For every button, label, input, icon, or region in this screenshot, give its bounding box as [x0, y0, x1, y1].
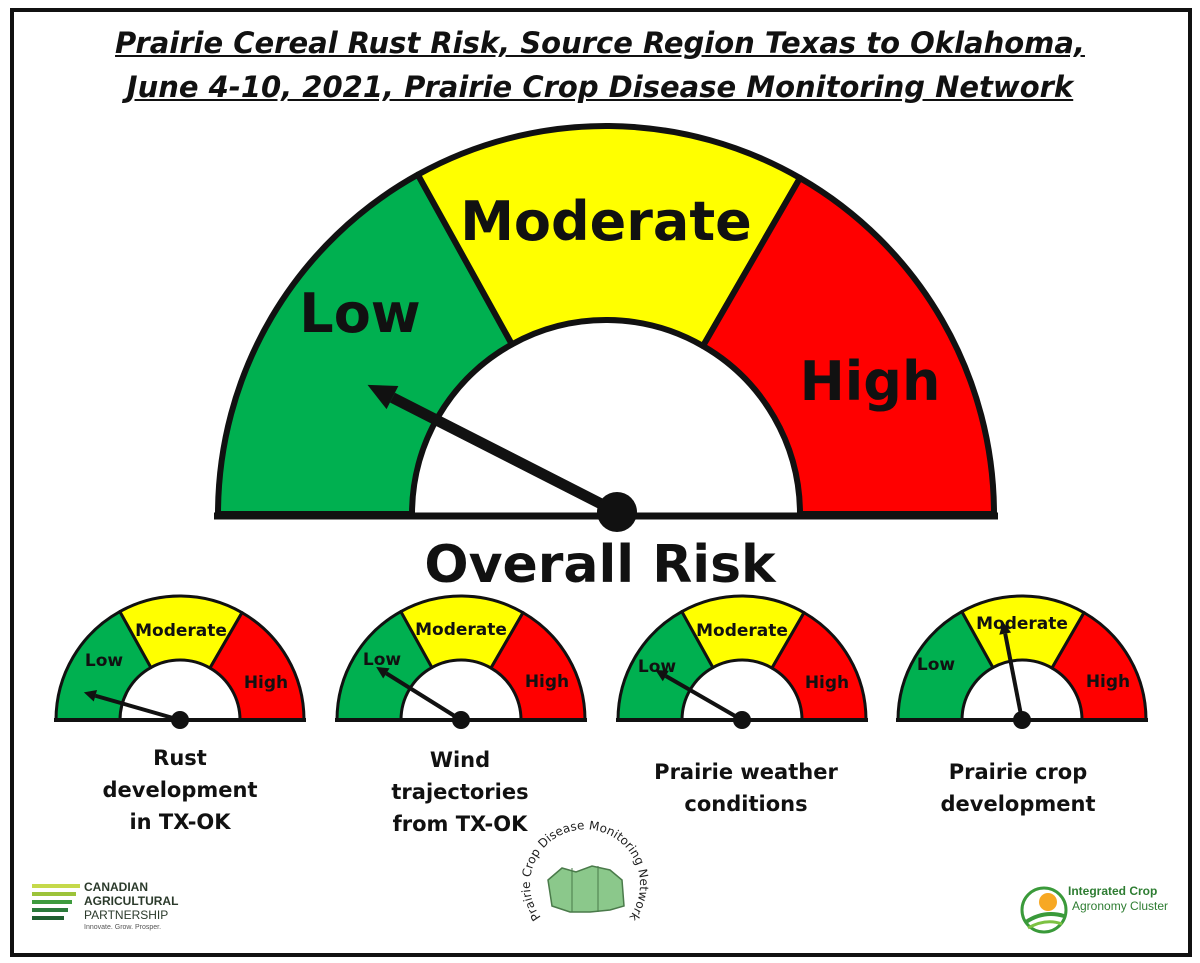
- sub-gauge-moderate-label: Moderate: [696, 621, 788, 641]
- cap-logo-bars: [32, 884, 80, 924]
- caption-line: in TX-OK: [129, 810, 231, 834]
- sub-gauge-pivot: [171, 711, 189, 729]
- sub-gauge-pivot: [452, 711, 470, 729]
- caption-line: Rust: [153, 746, 207, 770]
- sub-gauge-low-label: Low: [917, 655, 956, 675]
- sub-gauge-moderate-label: Moderate: [415, 620, 507, 640]
- sub-gauge-rust: Low Moderate High: [54, 594, 306, 729]
- icac-logo-subtitle: Agronomy Cluster: [1072, 899, 1169, 913]
- sub-gauge-high-label: High: [244, 673, 288, 693]
- sub-gauge-low-zone: [896, 610, 995, 722]
- sub-gauge-needle-arrowhead: [376, 667, 390, 679]
- sub-gauge-needle-arrowhead: [83, 689, 98, 702]
- caption-line: Prairie weather: [654, 760, 838, 784]
- sub-gauge-crop: Low Moderate High: [896, 594, 1148, 729]
- caption-line: Wind: [429, 748, 491, 772]
- sub-gauge-pivot: [1013, 711, 1031, 729]
- sub-gauge-needle-arrowhead: [655, 670, 669, 682]
- caption-prairie-weather: Prairie weather conditions: [636, 756, 856, 820]
- sub-gauge-wind: Low Moderate High: [335, 594, 587, 729]
- main-gauge-needle-arrowhead: [367, 384, 399, 410]
- main-gauge-low-label: Low: [299, 282, 420, 345]
- main-gauge-title: Overall Risk: [424, 535, 777, 595]
- sub-gauge-low-zone: [335, 610, 434, 722]
- sub-gauge-pivot: [733, 711, 751, 729]
- sub-gauge-needle: [385, 671, 463, 722]
- icac-logo: Integrated Crop Agronomy Cluster: [1018, 880, 1188, 940]
- sub-gauge-low-label: Low: [638, 657, 677, 677]
- caption-rust-development: Rust development in TX-OK: [90, 742, 270, 838]
- sub-gauge-needle: [94, 693, 181, 722]
- sub-gauge-weather: Low Moderate High: [616, 594, 868, 729]
- icac-logo-title: Integrated Crop: [1068, 884, 1158, 898]
- sub-gauge-needle-arrowhead: [999, 621, 1012, 635]
- caption-line: conditions: [684, 792, 808, 816]
- caption-prairie-crop: Prairie crop development: [918, 756, 1118, 820]
- sub-gauge-moderate-label: Moderate: [976, 614, 1068, 634]
- caption-line: from TX-OK: [392, 812, 528, 836]
- icac-logo-icon: [1020, 886, 1068, 934]
- main-gauge-moderate-zone: [414, 123, 803, 349]
- sub-gauge-low-label: Low: [85, 651, 124, 671]
- sub-gauge-low-zone: [616, 610, 715, 722]
- caption-wind-trajectories: Wind trajectories from TX-OK: [370, 744, 550, 840]
- cap-logo-text: CANADIAN AGRICULTURAL PARTNERSHIP: [84, 880, 179, 922]
- title-line-1: Prairie Cereal Rust Risk, Source Region …: [115, 26, 1085, 60]
- main-gauge: Low Moderate High Overall Risk: [214, 123, 998, 595]
- cap-logo-tagline: Innovate. Grow. Prosper.: [84, 924, 162, 931]
- cap-logo: CANADIAN AGRICULTURAL PARTNERSHIP Innova…: [32, 880, 178, 940]
- caption-line: development: [940, 792, 1096, 816]
- main-gauge-pivot: [597, 492, 637, 532]
- image-frame: [10, 8, 1192, 957]
- caption-line: Prairie crop: [948, 760, 1088, 784]
- sub-gauge-low-label: Low: [363, 650, 402, 670]
- caption-line: development: [102, 778, 258, 802]
- main-gauge-moderate-label: Moderate: [460, 190, 752, 253]
- sub-gauge-moderate-label: Moderate: [135, 621, 227, 641]
- main-gauge-needle: [389, 392, 620, 517]
- sub-gauge-high-label: High: [525, 672, 569, 692]
- title-line-2: June 4-10, 2021, Prairie Crop Disease Mo…: [126, 70, 1074, 104]
- main-gauge-high-label: High: [800, 350, 941, 413]
- sub-gauge-high-label: High: [805, 673, 849, 693]
- main-gauge-low-zone: [215, 171, 515, 517]
- prairie-map-icon: [547, 865, 625, 913]
- sub-gauge-needle: [1003, 633, 1024, 721]
- caption-line: trajectories: [391, 780, 529, 804]
- sub-gauge-low-zone: [54, 610, 153, 722]
- main-gauge-high-zone: [700, 174, 997, 517]
- sub-gauge-high-label: High: [1086, 672, 1130, 692]
- sub-gauge-needle: [664, 674, 743, 722]
